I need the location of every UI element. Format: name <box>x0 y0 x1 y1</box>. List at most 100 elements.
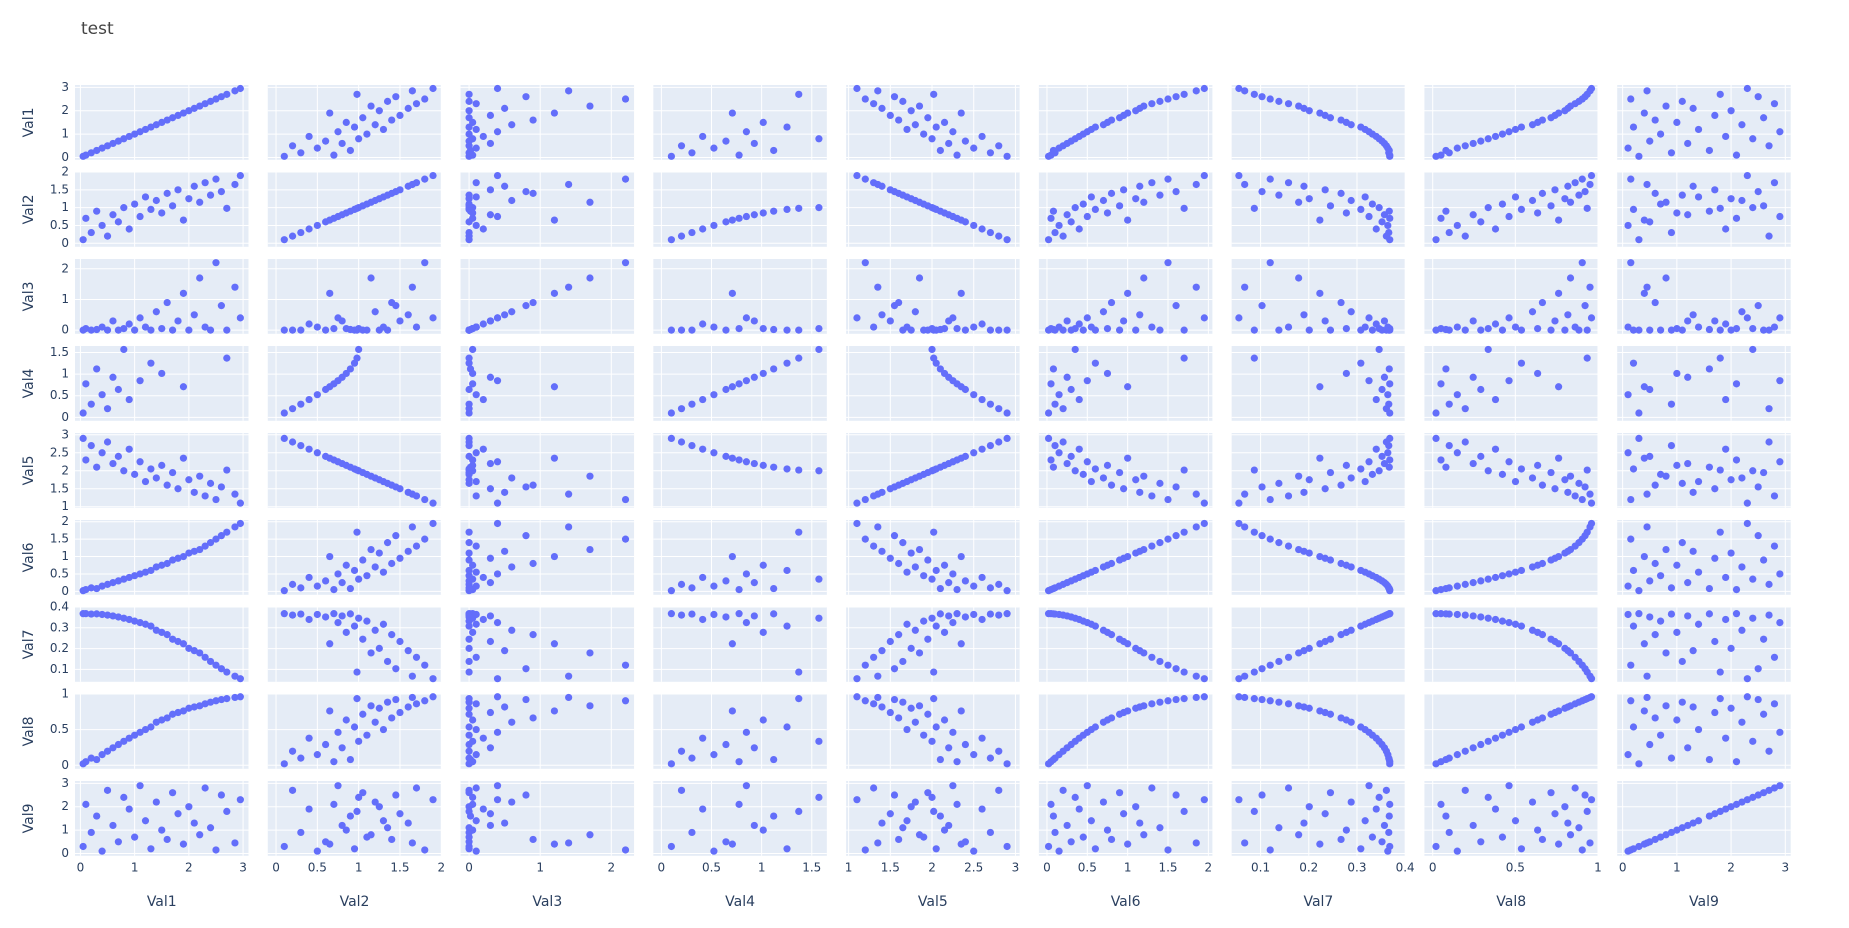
point <box>949 377 957 385</box>
point <box>1437 151 1445 159</box>
point <box>1059 232 1067 240</box>
point <box>367 649 375 657</box>
point <box>677 611 686 619</box>
point <box>759 461 767 469</box>
point <box>168 635 177 643</box>
point <box>1656 833 1665 841</box>
point <box>1564 311 1572 319</box>
point <box>1361 477 1369 486</box>
point <box>421 535 429 543</box>
point <box>907 107 915 115</box>
point <box>1684 579 1692 587</box>
point <box>465 644 473 652</box>
point <box>1624 751 1632 759</box>
x-tick-label: 0.5 <box>1078 860 1097 874</box>
point <box>1627 175 1635 183</box>
point <box>667 587 675 595</box>
point <box>1132 195 1140 203</box>
point <box>288 405 297 413</box>
point <box>1180 204 1188 212</box>
point <box>930 807 938 815</box>
point <box>1511 620 1520 628</box>
point <box>995 786 1003 794</box>
point <box>1738 121 1746 129</box>
point <box>1555 109 1563 117</box>
point <box>995 747 1003 755</box>
point <box>363 617 371 625</box>
point <box>501 703 509 711</box>
point <box>550 640 559 648</box>
y-tick-label: 0 <box>61 323 69 337</box>
point <box>903 125 911 134</box>
y-tick-label: 1.5 <box>50 481 69 495</box>
point <box>206 657 215 666</box>
point <box>932 566 940 575</box>
point <box>1049 584 1058 593</box>
point <box>421 846 429 854</box>
point <box>1727 326 1735 334</box>
point <box>978 615 986 624</box>
point <box>141 477 150 486</box>
point <box>1732 214 1741 222</box>
point <box>1099 474 1108 482</box>
point <box>728 289 736 297</box>
point <box>363 731 371 739</box>
point <box>924 710 932 718</box>
point <box>472 568 480 576</box>
point <box>961 326 969 334</box>
point <box>1528 474 1537 482</box>
point <box>136 458 144 466</box>
point <box>795 326 803 334</box>
point <box>978 320 986 328</box>
point <box>1192 87 1200 95</box>
point <box>1477 740 1485 749</box>
point <box>136 212 144 221</box>
point <box>421 495 429 504</box>
point <box>1646 385 1654 394</box>
point <box>1627 697 1635 705</box>
point <box>196 649 204 657</box>
x-axis-title: Val5 <box>918 894 948 910</box>
point <box>550 289 559 297</box>
point <box>1547 468 1555 477</box>
point <box>874 283 882 291</box>
point <box>1375 467 1383 475</box>
point <box>1241 180 1249 189</box>
point <box>874 839 882 847</box>
point <box>1063 211 1071 219</box>
point <box>367 102 375 110</box>
point <box>1241 839 1249 847</box>
point <box>1678 97 1686 105</box>
point <box>322 137 330 145</box>
point <box>949 128 957 136</box>
point <box>1047 214 1055 222</box>
plot-area <box>846 781 1020 856</box>
point <box>508 308 516 316</box>
point <box>930 668 938 676</box>
point <box>465 528 473 536</box>
point <box>1711 554 1719 562</box>
point <box>338 612 346 620</box>
point <box>522 695 530 704</box>
point <box>928 614 936 622</box>
point <box>131 731 139 739</box>
point <box>1461 747 1469 755</box>
point <box>465 747 473 755</box>
point <box>196 198 204 206</box>
point <box>861 846 869 854</box>
point <box>1357 123 1365 131</box>
point <box>1643 283 1651 291</box>
point <box>1132 476 1140 484</box>
point <box>932 622 940 630</box>
x-tick-label: 0 <box>658 860 666 874</box>
point <box>375 803 383 811</box>
point <box>1051 828 1059 837</box>
point <box>1357 566 1365 575</box>
point <box>928 135 936 143</box>
point <box>1445 828 1453 837</box>
point <box>903 725 911 734</box>
point <box>469 737 477 745</box>
point <box>1172 93 1180 101</box>
point <box>93 207 101 215</box>
point <box>1732 380 1741 388</box>
